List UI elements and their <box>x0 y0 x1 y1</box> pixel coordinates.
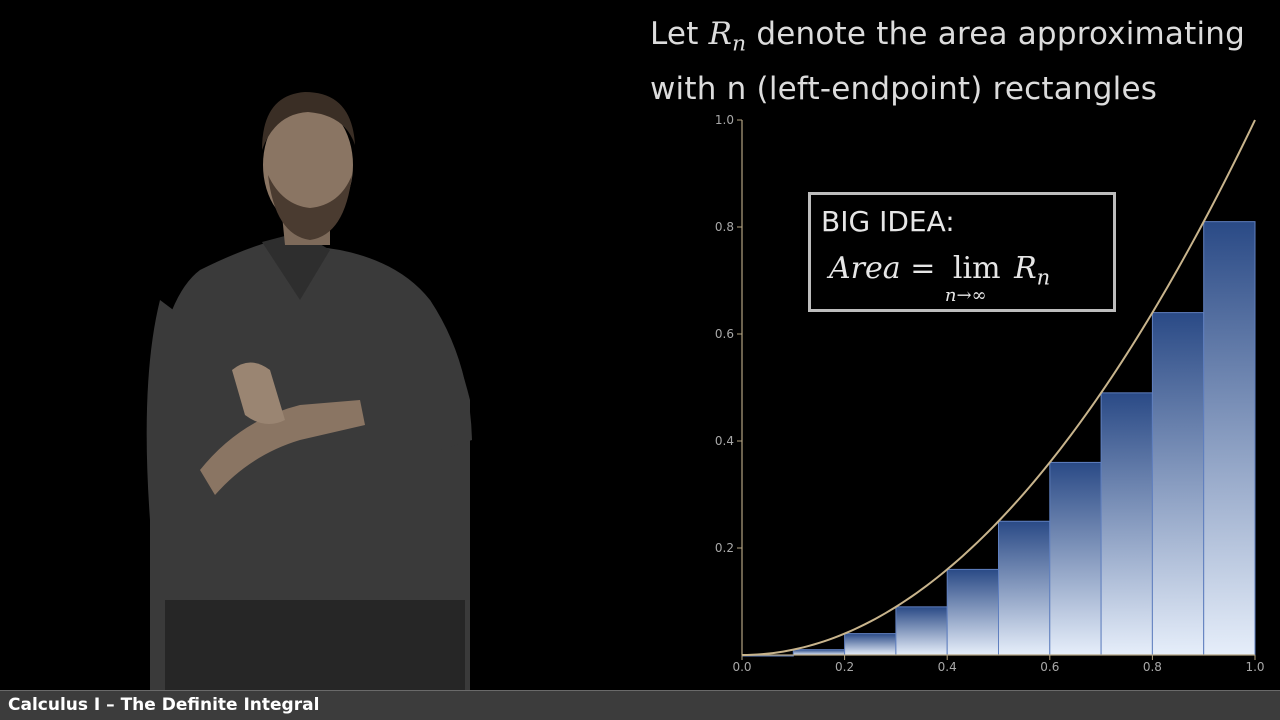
x-tick-label-4: 0.8 <box>1143 660 1162 673</box>
big-idea-formula: Area = lim n→∞ Rn <box>829 251 1051 306</box>
y-tick-label-4: 1.0 <box>715 113 734 127</box>
presenter-right-arm <box>410 300 472 450</box>
formula-lim-subscript: n→∞ <box>944 285 987 306</box>
heading-subscript: n <box>732 31 747 57</box>
formula-rhs-variable: R <box>1014 251 1037 286</box>
x-tick-label-5: 1.0 <box>1245 660 1264 673</box>
riemann-rectangle-6 <box>1049 461 1102 656</box>
presenter-collar <box>262 232 330 300</box>
heading-suffix: denote the area approximating <box>746 16 1246 52</box>
x-tick-label-3: 0.6 <box>1040 660 1059 673</box>
riemann-sum-chart: 0.0 0.2 0.4 0.6 0.8 1.0 0.2 0.4 0.6 0.8 1.0 <box>715 113 1265 673</box>
riemann-rectangle-2 <box>844 633 897 656</box>
x-tick-label-1: 0.2 <box>835 660 854 673</box>
x-tick-label-2: 0.4 <box>938 660 957 673</box>
presenter-beard <box>268 175 352 240</box>
heading-line-2: with n (left-endpoint) rectangles <box>650 70 1158 107</box>
riemann-rectangle-3 <box>895 606 948 656</box>
presenter-pants <box>165 600 465 690</box>
presenter-shirt <box>150 240 470 690</box>
riemann-rectangle-5 <box>998 520 1051 656</box>
riemann-rectangle-4 <box>946 568 999 656</box>
formula-lim: lim n→∞ <box>945 251 1001 306</box>
footer-title: Calculus I – The Definite Integral <box>8 695 320 715</box>
y-tick-label-2: 0.6 <box>715 327 734 341</box>
riemann-rectangle-9 <box>1203 221 1256 656</box>
riemann-rectangle-7 <box>1100 392 1153 656</box>
presenter-hair <box>262 92 355 150</box>
formula-lhs: Area <box>829 251 901 286</box>
presenter-hand <box>232 362 285 424</box>
footer-bar: Calculus I – The Definite Integral <box>0 690 1280 720</box>
y-tick-label-0: 0.2 <box>715 541 734 555</box>
function-curve <box>741 119 1256 656</box>
formula-lim-text: lim <box>952 251 1001 286</box>
big-idea-box: BIG IDEA: Area = lim n→∞ Rn <box>808 192 1116 312</box>
heading-line-1: Let Rn denote the area approximating <box>650 12 1275 67</box>
heading-variable: R <box>708 16 733 52</box>
presenter-image <box>146 92 472 690</box>
formula-equals: = <box>910 251 936 286</box>
riemann-rectangle-8 <box>1151 312 1205 656</box>
presenter-head <box>263 103 353 227</box>
y-tick-label-3: 0.8 <box>715 220 734 234</box>
presenter-forearm <box>200 400 365 495</box>
y-tick-label-1: 0.4 <box>715 434 734 448</box>
formula-rhs-subscript: n <box>1036 265 1051 290</box>
slide-heading: Let Rn denote the area approximating wit… <box>650 12 1275 111</box>
big-idea-label: BIG IDEA: <box>821 205 955 238</box>
riemann-rectangle-1 <box>792 649 846 656</box>
x-tick-label-0: 0.0 <box>732 660 751 673</box>
presenter-left-arm <box>146 300 200 520</box>
heading-prefix: Let <box>650 16 709 52</box>
